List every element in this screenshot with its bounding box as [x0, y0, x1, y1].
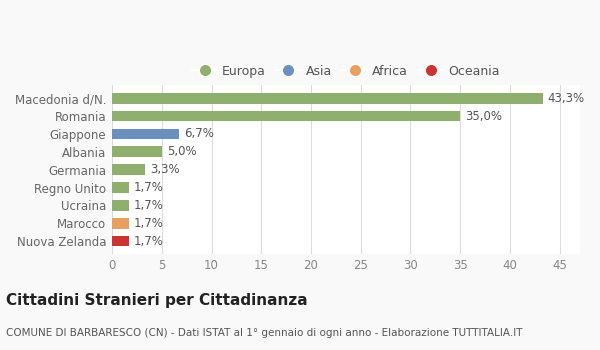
Bar [112, 93, 543, 104]
Legend: Europa, Asia, Africa, Oceania: Europa, Asia, Africa, Oceania [188, 61, 503, 82]
Bar [112, 182, 129, 193]
Bar [112, 147, 162, 157]
Text: 35,0%: 35,0% [465, 110, 502, 122]
Bar [112, 111, 460, 121]
Text: 5,0%: 5,0% [167, 145, 196, 158]
Text: 1,7%: 1,7% [134, 217, 164, 230]
Bar [112, 218, 129, 229]
Text: 43,3%: 43,3% [548, 92, 585, 105]
Text: 6,7%: 6,7% [184, 127, 214, 140]
Text: COMUNE DI BARBARESCO (CN) - Dati ISTAT al 1° gennaio di ogni anno - Elaborazione: COMUNE DI BARBARESCO (CN) - Dati ISTAT a… [6, 328, 523, 338]
Text: 3,3%: 3,3% [150, 163, 179, 176]
Text: Cittadini Stranieri per Cittadinanza: Cittadini Stranieri per Cittadinanza [6, 293, 308, 308]
Bar [112, 200, 129, 211]
Bar [112, 129, 179, 139]
Bar [112, 236, 129, 246]
Text: 1,7%: 1,7% [134, 181, 164, 194]
Bar [112, 164, 145, 175]
Text: 1,7%: 1,7% [134, 234, 164, 247]
Text: 1,7%: 1,7% [134, 199, 164, 212]
